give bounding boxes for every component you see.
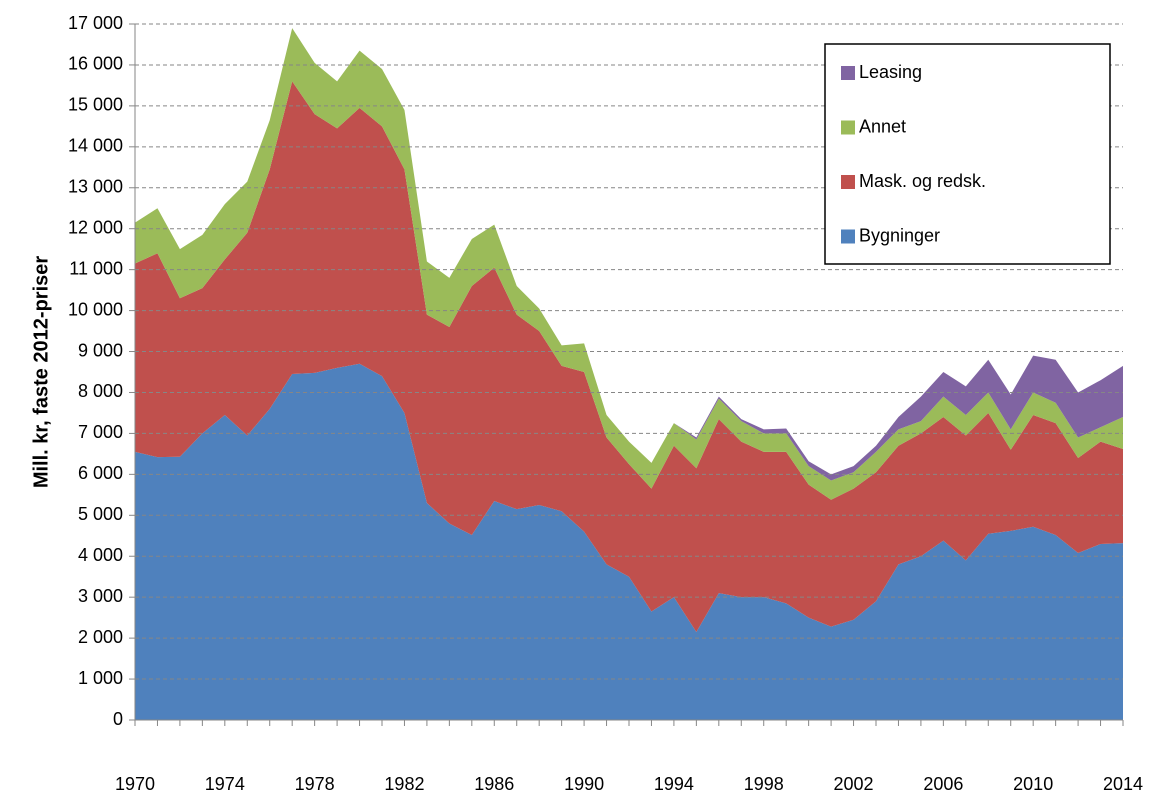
x-tick-label: 2014 <box>1103 774 1143 794</box>
legend-swatch <box>841 229 855 244</box>
x-tick-label: 1998 <box>744 774 784 794</box>
x-tick-label: 1990 <box>564 774 604 794</box>
y-tick-label: 12 000 <box>68 217 123 237</box>
plot-area <box>135 28 1123 720</box>
area <box>135 363 1123 720</box>
y-tick-label: 10 000 <box>68 299 123 319</box>
x-tick-label: 1994 <box>654 774 694 794</box>
x-tick-label: 1978 <box>295 774 335 794</box>
y-tick-label: 13 000 <box>68 177 123 197</box>
legend-swatch <box>841 66 855 80</box>
legend-label: Annet <box>859 116 906 136</box>
legend-label: Mask. og redsk. <box>859 171 986 191</box>
y-tick-label: 2 000 <box>78 627 123 647</box>
legend-label: Leasing <box>859 62 922 82</box>
y-tick-label: 1 000 <box>78 668 123 688</box>
y-tick-label: 14 000 <box>68 136 123 156</box>
y-tick-label: 15 000 <box>68 95 123 115</box>
y-tick-label: 3 000 <box>78 586 123 606</box>
x-tick-label: 1974 <box>205 774 245 794</box>
x-tick-label: 1970 <box>115 774 155 794</box>
y-tick-label: 5 000 <box>78 504 123 524</box>
y-tick-label: 11 000 <box>69 258 123 278</box>
area <box>135 81 1123 632</box>
y-tick-label: 6 000 <box>78 463 123 483</box>
y-tick-label: 16 000 <box>68 54 123 74</box>
legend-box <box>824 43 1111 265</box>
y-tick-label: 0 <box>113 709 123 729</box>
x-tick-label: 2006 <box>923 774 963 794</box>
y-tick-label: 8 000 <box>78 381 123 401</box>
y-tick-label: 7 000 <box>78 422 123 442</box>
y-tick-label: 9 000 <box>78 340 123 360</box>
x-tick-label: 1982 <box>384 774 424 794</box>
legend-swatch <box>841 120 855 135</box>
x-tick-label: 1986 <box>474 774 514 794</box>
y-tick-label: 4 000 <box>78 545 123 565</box>
y-tick-label: 17 000 <box>68 13 123 33</box>
grid <box>135 23 1123 680</box>
x-tick-label: 2002 <box>834 774 874 794</box>
legend-label: Bygninger <box>859 225 940 245</box>
legend-swatch <box>841 175 855 189</box>
y-axis-label: Mill. kr, faste 2012-priser <box>30 256 52 489</box>
x-tick-label: 2010 <box>1013 774 1053 794</box>
